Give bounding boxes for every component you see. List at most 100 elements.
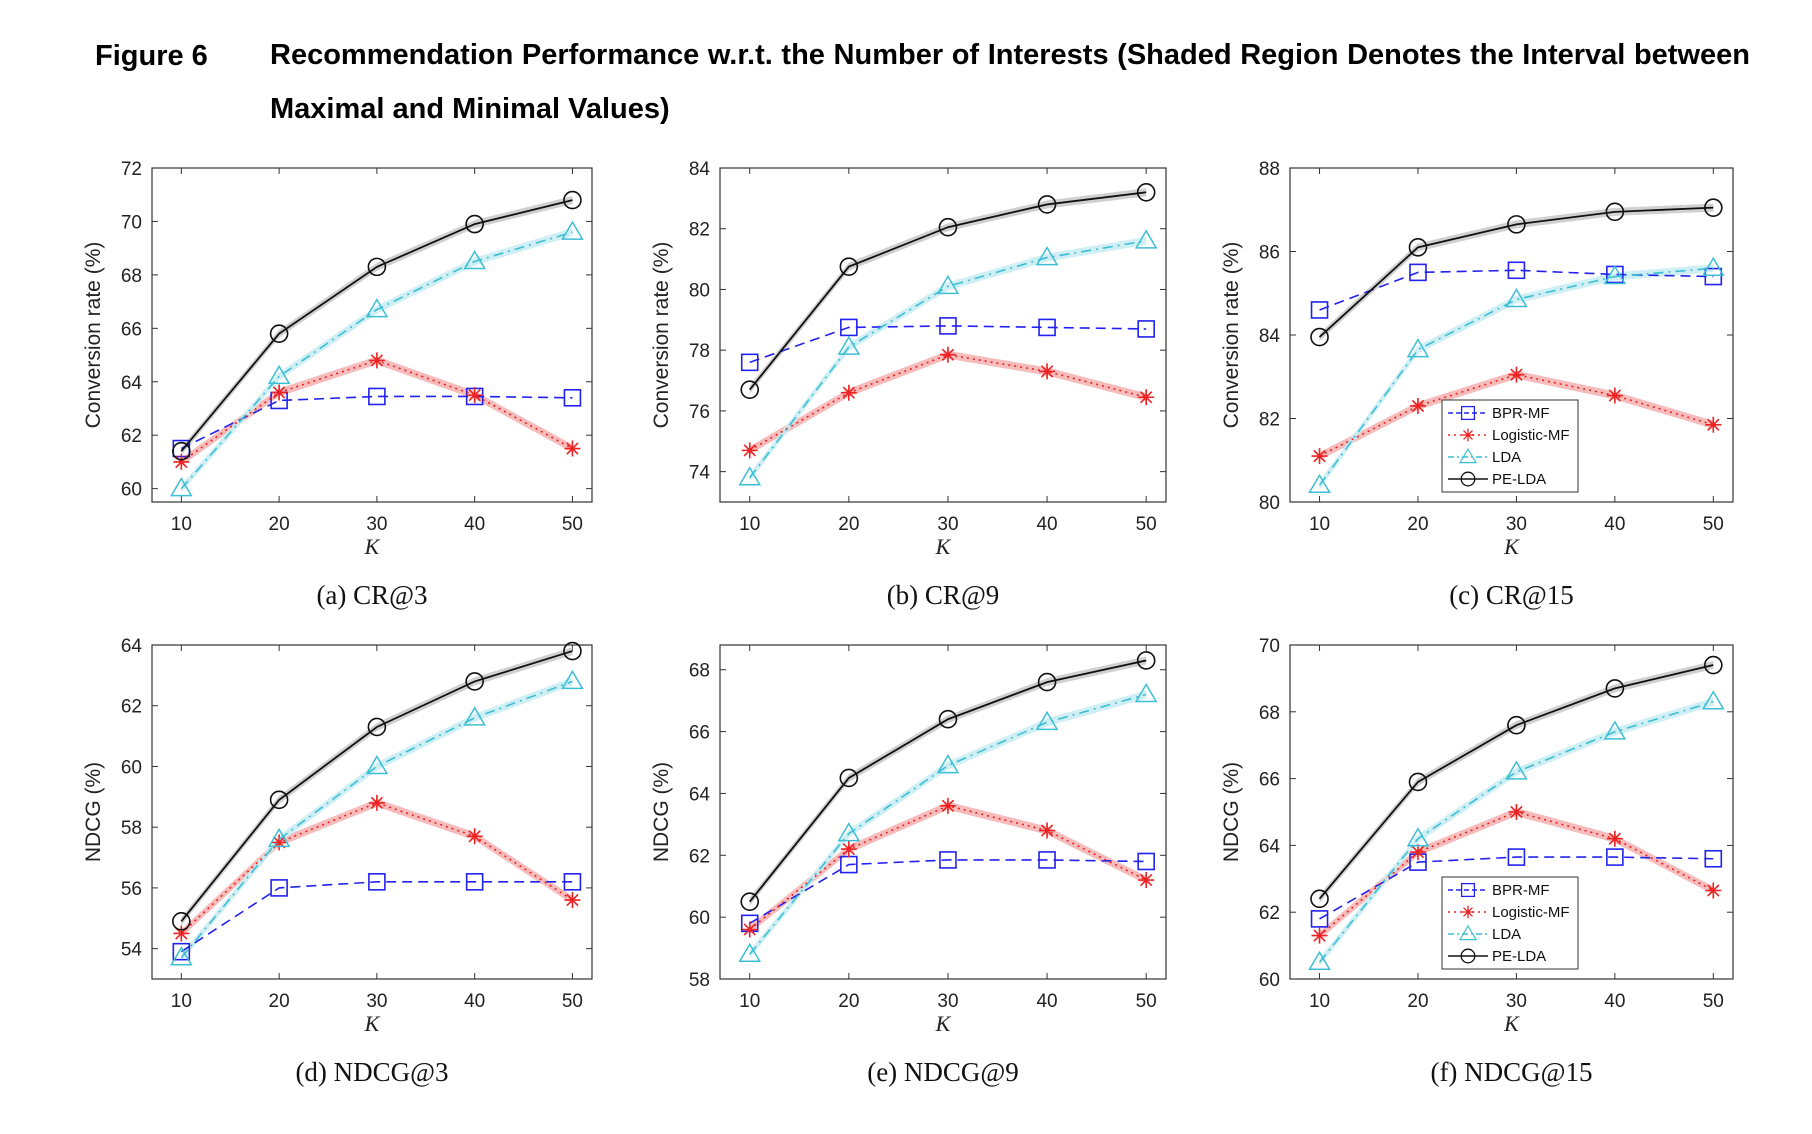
y-tick-label: 68: [1259, 703, 1280, 724]
data-point: [1038, 851, 1056, 869]
legend-marker-shape: [1460, 471, 1476, 487]
data-point: [465, 214, 484, 234]
data-point: [463, 706, 486, 726]
data-point: [564, 892, 581, 909]
data-point: [269, 324, 289, 343]
y-axis-title: Conversion rate (%): [650, 242, 673, 429]
series-lda: [170, 669, 584, 966]
data-point: [1701, 256, 1725, 276]
data-point: [1606, 848, 1624, 866]
x-tick-label: 30: [1506, 991, 1527, 1012]
data-point: [1138, 872, 1155, 889]
data-point: [368, 873, 386, 891]
data-point: [170, 477, 193, 497]
y-tick-label: 74: [689, 463, 711, 484]
series-logistic-mf: [741, 346, 1155, 459]
chart-panel-4: 54 56 58 60 62 64 10 20 30 40 50 K NDCG (%) (d) NDCG@…: [82, 636, 593, 1087]
x-tick-label: 50: [1136, 514, 1157, 535]
series-line: [749, 325, 1147, 364]
panel-caption: (c) CR@15: [1449, 580, 1574, 610]
x-tick-label: 50: [562, 991, 583, 1012]
x-tick-label: 30: [366, 514, 387, 535]
y-tick-label: 64: [121, 636, 143, 657]
y-tick-label: 54: [121, 940, 143, 961]
y-tick-label: 66: [1259, 770, 1280, 791]
data-point: [1311, 448, 1328, 465]
data-point: [1138, 389, 1155, 406]
series-pe-lda: [1310, 655, 1723, 909]
series-logistic-mf: [173, 352, 581, 470]
data-point: [1507, 715, 1526, 735]
data-point: [1507, 215, 1526, 234]
data-point: [367, 717, 387, 737]
legend-box: [1441, 399, 1579, 493]
series-lda: [170, 220, 584, 497]
y-tick-label: 70: [1259, 636, 1280, 657]
chart-panel-1: 60 62 64 66 68 70 72 10 20 30 40 50 K Conversion rate…: [82, 159, 593, 610]
x-tick-label: 30: [366, 991, 387, 1012]
series-line: [180, 359, 573, 463]
series-line: [1319, 373, 1714, 457]
data-point: [1136, 651, 1156, 670]
data-point: [939, 346, 956, 363]
data-point: [1508, 366, 1525, 383]
legend-marker: [1460, 405, 1476, 421]
data-point: [172, 942, 191, 961]
series-pe-lda: [1310, 198, 1723, 347]
y-tick-label: 66: [121, 319, 142, 340]
plot-area: [151, 167, 593, 503]
x-axis-title: K: [1503, 1011, 1520, 1036]
shaded-bands: [749, 188, 1147, 482]
data-point: [939, 851, 957, 869]
data-point: [837, 335, 861, 355]
y-tick-label: 80: [689, 280, 710, 301]
data-point: [1603, 265, 1627, 285]
panel-caption: (d) NDCG@3: [295, 1057, 448, 1087]
data-point: [365, 754, 389, 775]
data-point: [1039, 363, 1056, 380]
y-tick-label: 56: [121, 879, 142, 900]
data-point: [463, 250, 486, 270]
y-tick-label: 64: [121, 373, 143, 394]
y-tick-label: 82: [689, 220, 710, 241]
series-logistic-mf: [1311, 366, 1722, 465]
band-logistic-mf: [181, 798, 573, 938]
series-line: [1319, 856, 1714, 920]
band-pe-lda: [1319, 661, 1714, 903]
x-axis-title: K: [364, 534, 381, 559]
y-axis-title: NDCG (%): [82, 762, 105, 862]
data-point: [738, 466, 762, 486]
data-point: [1039, 822, 1056, 839]
series-line: [749, 353, 1147, 452]
band-logistic-mf: [181, 356, 573, 466]
data-point: [741, 442, 758, 459]
y-tick-label: 58: [689, 970, 710, 991]
data-point: [1035, 710, 1059, 731]
y-axis-title: Conversion rate (%): [82, 242, 105, 429]
x-tick-label: 40: [1604, 991, 1625, 1012]
x-tick-label: 20: [838, 991, 859, 1012]
panel-caption: (b) CR@9: [887, 580, 1000, 610]
data-point: [365, 298, 389, 318]
series-lda: [738, 683, 1158, 963]
series-line: [1319, 269, 1714, 311]
y-axis-title: Conversion rate (%): [1220, 242, 1243, 429]
y-tick-label: 70: [121, 212, 142, 233]
data-point: [367, 257, 387, 277]
data-point: [1603, 720, 1627, 740]
data-point: [840, 841, 857, 858]
data-point: [269, 790, 289, 810]
legend-marker-shape: [1461, 428, 1475, 442]
y-tick-label: 60: [121, 480, 142, 501]
series-pe-lda: [172, 641, 582, 931]
data-point: [1310, 327, 1329, 347]
y-tick-label: 62: [689, 846, 710, 867]
y-tick-label: 78: [689, 341, 710, 362]
data-point: [172, 441, 191, 461]
figure-label: Figure 6: [95, 40, 208, 72]
data-point: [936, 274, 960, 295]
data-point: [561, 220, 584, 240]
data-point: [1310, 301, 1329, 319]
legend-label: Logistic-MF: [1492, 904, 1570, 921]
